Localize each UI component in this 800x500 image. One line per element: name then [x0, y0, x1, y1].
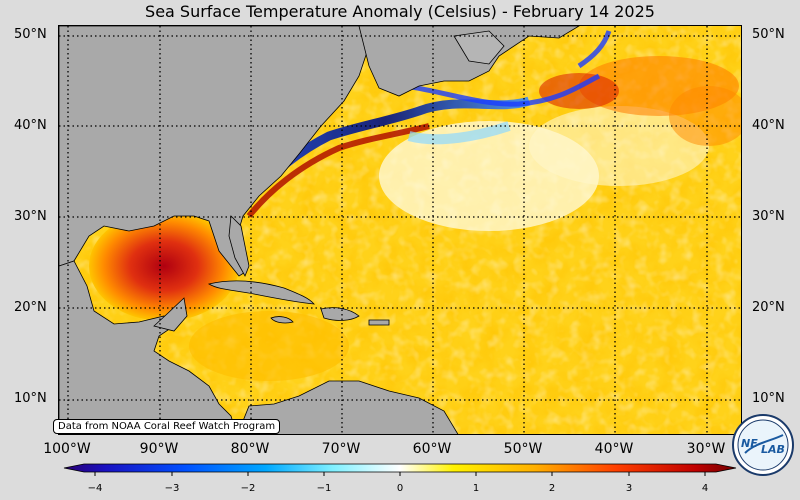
- lat-label-left: 50°N: [14, 27, 47, 42]
- lat-label-right: 10°N: [752, 391, 785, 406]
- colorbar-tick: −4: [87, 483, 103, 494]
- logo-text-right: LAB: [761, 443, 785, 456]
- colorbar-tick: 4: [701, 483, 709, 494]
- sst-anomaly-map: [58, 25, 742, 435]
- colorbar-tick: −2: [240, 483, 256, 494]
- data-credit: Data from NOAA Coral Reef Watch Program: [53, 419, 281, 434]
- map-title: Sea Surface Temperature Anomaly (Celsius…: [145, 2, 655, 21]
- lon-label: 90°W: [139, 441, 179, 457]
- colorbar-tick: 3: [625, 483, 633, 494]
- lat-label-right: 50°N: [752, 27, 785, 42]
- nesdis-lab-logo: NE LAB: [732, 414, 794, 476]
- colorbar-scale: [63, 463, 737, 476]
- lat-label-left: 40°N: [14, 118, 47, 133]
- newfoundland: [453, 30, 505, 65]
- lon-label: 40°W: [594, 441, 634, 457]
- north-america: [59, 26, 370, 277]
- gulf-warm-anomaly: [89, 211, 239, 321]
- lat-label-right: 30°N: [752, 209, 785, 224]
- puerto-rico: [368, 319, 390, 326]
- colorbar-tick: 2: [548, 483, 556, 494]
- colorbar-tick: −1: [316, 483, 332, 494]
- map-canvas: [59, 26, 741, 434]
- colorbar-tick: 1: [472, 483, 480, 494]
- lat-label-left: 10°N: [14, 391, 47, 406]
- warm-anomaly-streak: [246, 123, 430, 218]
- colorbar: −4 −3 −2 −1 0 1 2 3 4: [60, 462, 740, 500]
- lon-label: 100°W: [43, 441, 91, 457]
- lon-label: 80°W: [230, 441, 270, 457]
- logo-text-left: NE: [741, 437, 758, 450]
- lat-label-right: 20°N: [752, 300, 785, 315]
- graticule: [59, 26, 741, 434]
- land-masses: [59, 26, 580, 434]
- colorbar-tick: 0: [396, 483, 404, 494]
- lat-label-right: 40°N: [752, 118, 785, 133]
- lon-label: 50°W: [503, 441, 543, 457]
- lon-label: 60°W: [412, 441, 452, 457]
- cuba: [207, 280, 315, 305]
- colorbar-tick: −3: [164, 483, 180, 494]
- lat-label-left: 30°N: [14, 209, 47, 224]
- lon-label: 70°W: [321, 441, 361, 457]
- lon-label: 30°W: [686, 441, 726, 457]
- lat-label-left: 20°N: [14, 300, 47, 315]
- jamaica: [270, 316, 294, 324]
- south-america: [237, 380, 459, 434]
